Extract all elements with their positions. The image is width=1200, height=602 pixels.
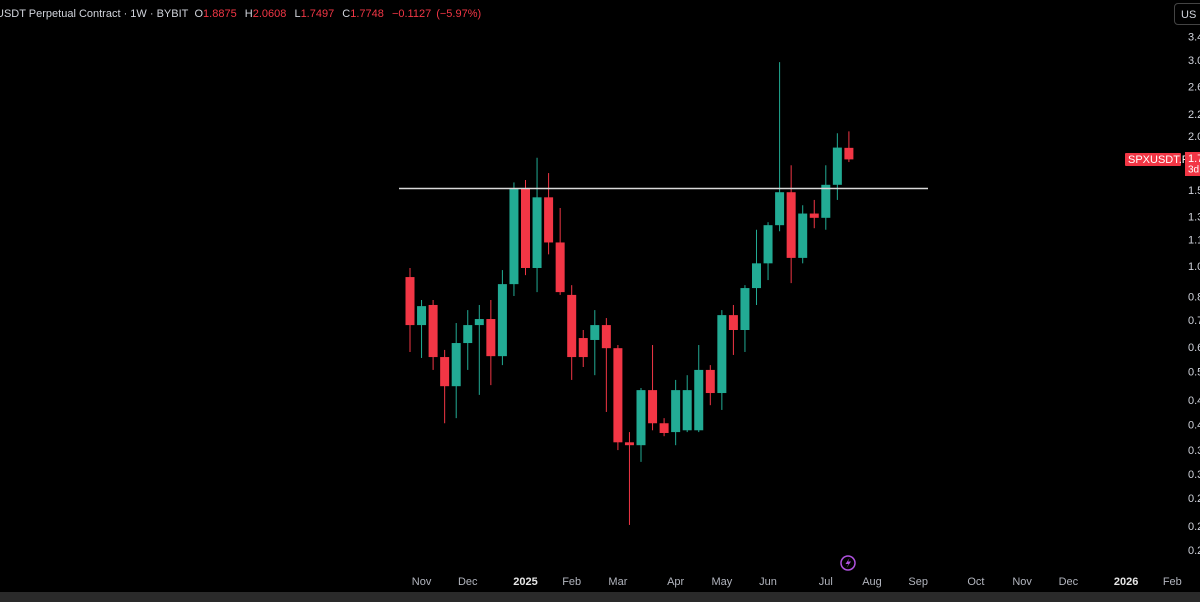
x-tick-label: Oct bbox=[967, 576, 984, 588]
change-value: −0.1127 bbox=[391, 8, 432, 20]
y-tick-label: 0.3 bbox=[1188, 445, 1200, 457]
x-tick-label: Jul bbox=[819, 576, 833, 588]
candle-body bbox=[786, 192, 796, 258]
x-tick-label: 2026 bbox=[1114, 576, 1138, 588]
candle-body bbox=[567, 294, 577, 358]
lightning-icon[interactable] bbox=[840, 555, 856, 571]
x-tick-label: Sep bbox=[908, 576, 928, 588]
candle-body bbox=[682, 390, 692, 431]
y-tick-label: 3.4 bbox=[1188, 31, 1200, 43]
ohlc-letter: C bbox=[342, 8, 351, 20]
y-tick-label: 0.2 bbox=[1188, 545, 1200, 557]
instrument-title: USDT Perpetual Contract · 1W · BYBIT bbox=[0, 8, 189, 20]
bottom-bar bbox=[0, 592, 1200, 602]
x-tick-label: 2025 bbox=[513, 576, 537, 588]
y-tick-label: 1.1 bbox=[1188, 235, 1200, 247]
candle-body bbox=[752, 263, 761, 289]
candle-body bbox=[705, 369, 715, 394]
candle-body bbox=[648, 390, 658, 424]
candle-body bbox=[509, 188, 519, 285]
close-value: 1.7748 bbox=[350, 8, 384, 20]
y-tick-label: 1.5 bbox=[1188, 185, 1200, 197]
legend-header: USDT Perpetual Contract · 1W · BYBIT O1.… bbox=[0, 8, 486, 20]
candle-body bbox=[578, 338, 588, 358]
ohlc-letter: O bbox=[194, 8, 204, 20]
candle-body bbox=[590, 325, 600, 340]
candle-body bbox=[417, 306, 427, 326]
y-tick-label: 1.0 bbox=[1188, 261, 1200, 273]
candle-body bbox=[659, 423, 669, 433]
candle-body bbox=[844, 147, 854, 160]
ohlc-letter: L bbox=[294, 8, 301, 20]
x-tick-label: Dec bbox=[1059, 576, 1079, 588]
x-tick-label: Jun bbox=[759, 576, 777, 588]
candle-body bbox=[717, 315, 727, 394]
candle-body bbox=[671, 390, 681, 433]
y-tick-label: 0.7 bbox=[1188, 315, 1200, 327]
candle-body bbox=[451, 343, 461, 387]
x-tick-label: Feb bbox=[562, 576, 581, 588]
high-value: 2.0608 bbox=[252, 8, 287, 20]
symbol-tag: SPXUSDT.P bbox=[1128, 154, 1189, 166]
y-tick-label: 0.4 bbox=[1188, 395, 1200, 407]
candle-body bbox=[428, 304, 438, 358]
y-tick-label: 2.6 bbox=[1188, 82, 1200, 94]
candle-body bbox=[521, 188, 530, 268]
candle-body bbox=[728, 315, 738, 330]
symbol-tag-bg bbox=[1125, 153, 1181, 166]
y-tick-label: 0.2 bbox=[1188, 493, 1200, 505]
y-tick-label: 0.6 bbox=[1188, 342, 1200, 354]
candle-body bbox=[486, 319, 496, 357]
candle-body bbox=[474, 319, 484, 326]
x-tick-label: Nov bbox=[1012, 576, 1032, 588]
x-tick-label: Aug bbox=[862, 576, 882, 588]
currency-button[interactable]: US bbox=[1174, 3, 1200, 25]
y-tick-label: 3.0 bbox=[1188, 55, 1200, 67]
price-tag-bg bbox=[1185, 152, 1200, 176]
candle-body bbox=[613, 348, 623, 443]
x-tick-label: Apr bbox=[667, 576, 684, 588]
y-tick-label: 0.8 bbox=[1188, 291, 1200, 303]
candle-body bbox=[636, 390, 646, 446]
candle-body bbox=[832, 147, 842, 185]
candle-body bbox=[821, 184, 831, 218]
x-tick-label: Dec bbox=[458, 576, 478, 588]
x-tick-label: Mar bbox=[608, 576, 627, 588]
candle-body bbox=[763, 225, 773, 264]
x-tick-label: Nov bbox=[412, 576, 432, 588]
candle-body bbox=[497, 284, 507, 357]
y-tick-label: 2.2 bbox=[1188, 109, 1200, 121]
y-tick-label: 2.0 bbox=[1188, 131, 1200, 143]
change-percent: (−5.97%) bbox=[436, 8, 482, 20]
candle-body bbox=[798, 213, 808, 258]
x-tick-label: Feb bbox=[1163, 576, 1182, 588]
candle-body bbox=[405, 277, 415, 326]
y-tick-label: 0.2 bbox=[1188, 521, 1200, 533]
y-tick-label: 0.4 bbox=[1188, 419, 1200, 431]
countdown: 3d bbox=[1188, 165, 1199, 176]
ohlc-letter: H bbox=[244, 8, 253, 20]
candle-body bbox=[532, 197, 542, 268]
candle-body bbox=[544, 197, 554, 243]
candle-body bbox=[440, 357, 450, 387]
y-tick-label: 0.3 bbox=[1188, 469, 1200, 481]
candle-body bbox=[555, 242, 565, 293]
y-tick-label: 1.3 bbox=[1188, 212, 1200, 224]
candle-body bbox=[809, 213, 819, 218]
x-tick-label: May bbox=[711, 576, 732, 588]
candle-body bbox=[775, 192, 785, 226]
low-value: 1.7497 bbox=[300, 8, 335, 20]
candle-body bbox=[463, 325, 473, 344]
candle-body bbox=[694, 369, 704, 431]
price-tag: 1.7 bbox=[1188, 153, 1200, 165]
y-tick-label: 0.5 bbox=[1188, 366, 1200, 378]
candle-body bbox=[624, 442, 634, 446]
open-value: 1.8875 bbox=[203, 8, 237, 20]
candle-body bbox=[740, 288, 750, 330]
candle-body bbox=[601, 325, 611, 349]
